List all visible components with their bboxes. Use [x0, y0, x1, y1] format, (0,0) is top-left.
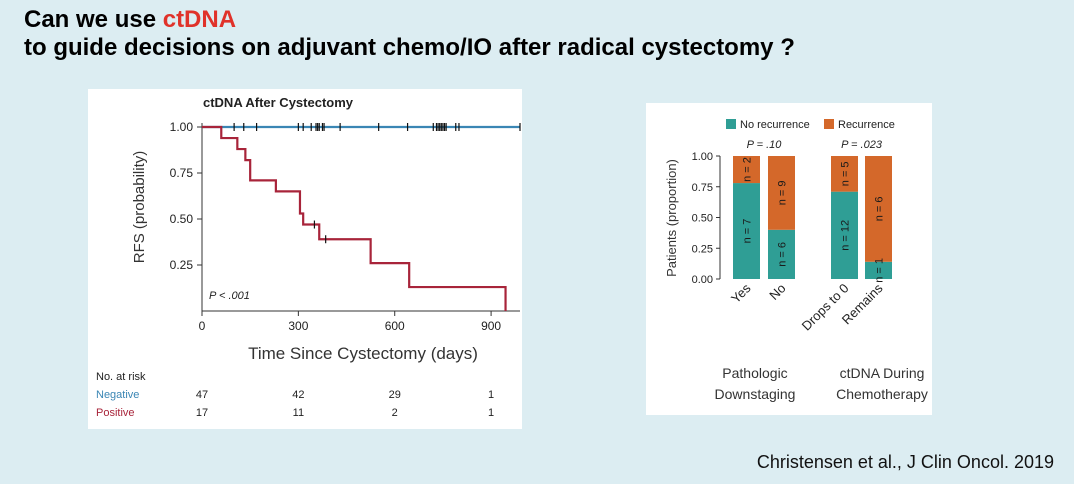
bar-category-label: No	[766, 281, 788, 303]
kaplan-meier-chart: ctDNA After Cystectomy RFS (probability)…	[96, 95, 521, 419]
y-axis-label: RFS (probability)	[131, 151, 148, 264]
group-2-label-line-2: Chemotherapy	[836, 386, 928, 402]
y-tick-label: 0.75	[170, 166, 194, 180]
p-value-label: P = .023	[841, 139, 883, 151]
n-label-recurrence: n = 6	[874, 196, 886, 221]
legend-swatch	[824, 119, 834, 129]
at-risk-value-positive: 2	[392, 407, 398, 419]
at-risk-header: No. at risk	[96, 371, 146, 383]
citation: Christensen et al., J Clin Oncol. 2019	[756, 452, 1054, 472]
legend-label: No recurrence	[740, 119, 810, 131]
km-line-positive	[202, 125, 507, 311]
slide-title: Can we use ctDNA to guide decisions on a…	[24, 6, 795, 62]
at-risk-value-negative: 42	[292, 389, 304, 401]
bar-category-label: Drops to 0	[799, 281, 852, 334]
n-label-no-recurrence: n = 6	[777, 242, 789, 267]
group-2-label-line-1: ctDNA During	[840, 365, 925, 381]
bar-no-recurrence	[733, 183, 760, 279]
title-prefix: Can we use	[24, 6, 163, 33]
p-value-annotation: P < .001	[209, 290, 250, 302]
n-label-no-recurrence: n = 1	[874, 258, 886, 283]
p-value-label: P = .10	[747, 139, 783, 151]
group-1-label-line-2: Downstaging	[715, 386, 796, 402]
x-tick-label: 900	[481, 319, 501, 333]
x-tick-label: 300	[288, 319, 308, 333]
x-tick-label: 600	[385, 319, 405, 333]
title-highlight: ctDNA	[162, 6, 237, 33]
bar-no-recurrence	[831, 191, 858, 279]
bar-y-tick-label: 0.00	[692, 274, 713, 286]
y-tick-label: 0.25	[170, 258, 194, 272]
stacked-bar-chart: Patients (proportion) Pathologic Downsta…	[664, 119, 928, 402]
at-risk-value-positive: 17	[196, 407, 208, 419]
x-tick-label: 0	[199, 319, 206, 333]
kaplan-meier-panel: ctDNA After Cystectomy RFS (probability)…	[88, 89, 522, 429]
bar-y-tick-label: 1.00	[692, 151, 713, 163]
n-label-recurrence: n = 2	[742, 157, 754, 182]
x-axis-label: Time Since Cystectomy (days)	[248, 344, 478, 363]
group-1-label-line-1: Pathologic	[722, 365, 787, 381]
bar-recurrence	[831, 156, 858, 192]
at-risk-value-negative: 1	[488, 389, 494, 401]
at-risk-value-positive: 11	[293, 407, 304, 419]
at-risk-label-positive: Positive	[96, 407, 135, 419]
at-risk-value-negative: 29	[389, 389, 401, 401]
at-risk-value-positive: 1	[488, 407, 494, 419]
legend-label: Recurrence	[838, 119, 895, 131]
title-line-2: to guide decisions on adjuvant chemo/IO …	[24, 34, 795, 61]
chart-title: ctDNA After Cystectomy	[203, 95, 354, 110]
bar-y-tick-label: 0.50	[692, 213, 713, 225]
bar-category-label: Yes	[728, 280, 754, 306]
n-label-no-recurrence: n = 7	[742, 219, 754, 244]
n-label-no-recurrence: n = 12	[840, 220, 852, 251]
n-label-recurrence: n = 9	[777, 181, 789, 206]
stacked-bar-panel: Patients (proportion) Pathologic Downsta…	[646, 103, 932, 415]
y-tick-label: 0.50	[170, 212, 194, 226]
title-line-1: Can we use ctDNA	[24, 6, 795, 34]
bar-y-axis-label: Patients (proportion)	[664, 159, 679, 277]
bar-no-recurrence	[768, 229, 795, 279]
at-risk-label-negative: Negative	[96, 389, 139, 401]
bar-recurrence	[865, 156, 892, 262]
bar-y-tick-label: 0.25	[692, 243, 713, 255]
legend-swatch	[726, 119, 736, 129]
bar-no-recurrence	[865, 261, 892, 279]
bar-y-tick-label: 0.75	[692, 182, 713, 194]
y-tick-label: 1.00	[170, 120, 194, 134]
bar-recurrence	[733, 156, 760, 184]
at-risk-value-negative: 47	[196, 389, 208, 401]
n-label-recurrence: n = 5	[840, 161, 852, 186]
bar-recurrence	[768, 156, 795, 230]
